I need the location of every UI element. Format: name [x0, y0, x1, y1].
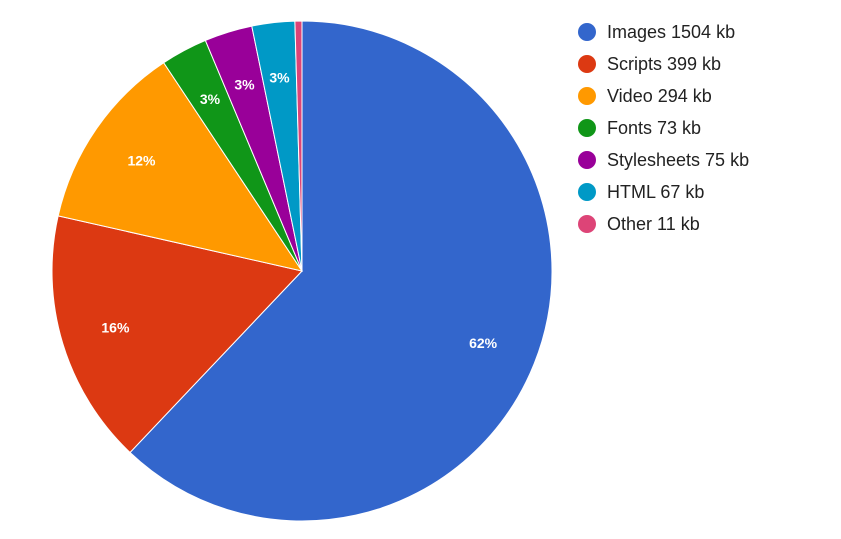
- legend-item-images[interactable]: Images 1504 kb: [578, 22, 735, 42]
- legend-item-video[interactable]: Video 294 kb: [578, 86, 712, 106]
- legend-swatch-icon: [578, 183, 596, 201]
- legend-label: Video 294 kb: [607, 86, 712, 106]
- legend-label: HTML 67 kb: [607, 182, 704, 202]
- pie-slice-labels: 62% 16% 12% 3% 3% 3%: [101, 69, 497, 351]
- legend-swatch-icon: [578, 55, 596, 73]
- pie-slice-images[interactable]: [129, 20, 553, 522]
- legend-swatch-icon: [578, 151, 596, 169]
- legend-item-scripts[interactable]: Scripts 399 kb: [578, 54, 721, 74]
- legend-label: Scripts 399 kb: [607, 54, 721, 74]
- legend-swatch-icon: [578, 87, 596, 105]
- pie-slices: [51, 20, 553, 522]
- legend: Images 1504 kb Scripts 399 kb Video 294 kb…: [578, 22, 749, 234]
- pie-slice-scripts[interactable]: [51, 215, 303, 454]
- slice-label-fonts: 3%: [200, 91, 221, 107]
- legend-swatch-icon: [578, 119, 596, 137]
- legend-label: Fonts 73 kb: [607, 118, 701, 138]
- slice-label-images: 62%: [469, 335, 498, 351]
- legend-item-html[interactable]: HTML 67 kb: [578, 182, 704, 202]
- slice-label-scripts: 16%: [101, 320, 130, 336]
- slice-label-html: 3%: [269, 69, 290, 85]
- legend-label: Other 11 kb: [607, 214, 700, 234]
- legend-label: Images 1504 kb: [607, 22, 735, 42]
- legend-item-fonts[interactable]: Fonts 73 kb: [578, 118, 701, 138]
- slice-label-stylesheets: 3%: [234, 77, 255, 93]
- legend-item-stylesheets[interactable]: Stylesheets 75 kb: [578, 150, 749, 170]
- legend-swatch-icon: [578, 215, 596, 233]
- legend-item-other[interactable]: Other 11 kb: [578, 214, 700, 234]
- pie-slice-other[interactable]: [294, 20, 303, 272]
- legend-swatch-icon: [578, 23, 596, 41]
- pie-slice-video[interactable]: [57, 62, 304, 272]
- legend-label: Stylesheets 75 kb: [607, 150, 749, 170]
- slice-label-video: 12%: [127, 152, 156, 168]
